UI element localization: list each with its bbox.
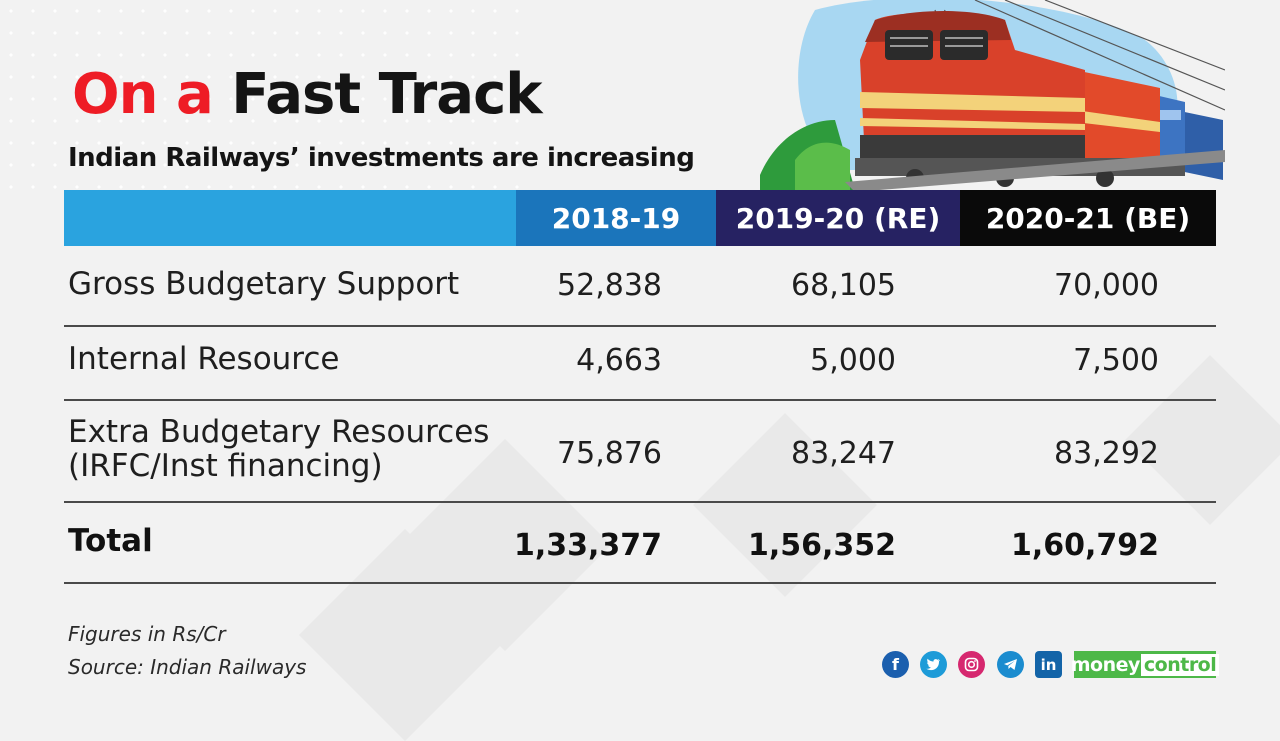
instagram-icon[interactable] [958, 651, 985, 678]
row-divider [64, 399, 1216, 401]
header-empty-cell [64, 190, 516, 246]
units-note: Figures in Rs/Cr [68, 622, 226, 646]
cell-value: 5,000 [810, 343, 896, 378]
cell-value: 1,60,792 [1010, 528, 1159, 563]
telegram-icon[interactable] [997, 651, 1024, 678]
table-row: Gross Budgetary Support 52,838 68,105 70… [64, 246, 1216, 326]
cell-value: 1,56,352 [747, 528, 896, 563]
train-illustration [760, 0, 1225, 192]
title-accent: On a [72, 62, 214, 127]
cell-value: 4,663 [576, 343, 662, 378]
column-header-2018-19: 2018-19 [516, 190, 716, 246]
row-label: Total [68, 523, 153, 559]
source-note: Source: Indian Railways [68, 655, 307, 679]
table-header: 2018-19 2019-20 (RE) 2020-21 (BE) [64, 190, 1216, 246]
linkedin-icon[interactable]: in [1035, 651, 1062, 678]
title-main: Fast Track [231, 62, 542, 127]
cell-value: 83,292 [1054, 436, 1159, 471]
cell-value: 83,247 [791, 436, 896, 471]
table-row-total: Total 1,33,377 1,56,352 1,60,792 [64, 503, 1216, 583]
column-header-2020-21: 2020-21 (BE) [960, 190, 1216, 246]
row-divider [64, 501, 1216, 503]
page-subtitle: Indian Railways’ investments are increas… [68, 143, 695, 173]
table-row: Internal Resource 4,663 5,000 7,500 [64, 327, 1216, 400]
brand-part-1: money [1070, 653, 1141, 676]
cell-value: 7,500 [1073, 343, 1159, 378]
row-label-line-2: (IRFC/Inst financing) [68, 448, 383, 484]
brand-part-2: control [1140, 653, 1220, 676]
twitter-icon[interactable] [920, 651, 947, 678]
row-divider [64, 325, 1216, 327]
page-title: On a Fast Track [72, 62, 543, 127]
row-divider [64, 582, 1216, 584]
cell-value: 52,838 [557, 268, 662, 303]
row-label: Gross Budgetary Support [68, 266, 460, 302]
row-label-line-1: Extra Budgetary Resources [68, 414, 490, 450]
cell-value: 75,876 [557, 436, 662, 471]
column-header-2019-20: 2019-20 (RE) [716, 190, 960, 246]
row-label: Internal Resource [68, 341, 340, 377]
cell-value: 70,000 [1054, 268, 1159, 303]
cell-value: 68,105 [791, 268, 896, 303]
table-row: Extra Budgetary Resources (IRFC/Inst fin… [64, 401, 1216, 501]
background-dot-pattern [0, 0, 520, 200]
cell-value: 1,33,377 [513, 528, 662, 563]
facebook-icon[interactable]: f [882, 651, 909, 678]
moneycontrol-logo[interactable]: money control [1070, 651, 1220, 678]
